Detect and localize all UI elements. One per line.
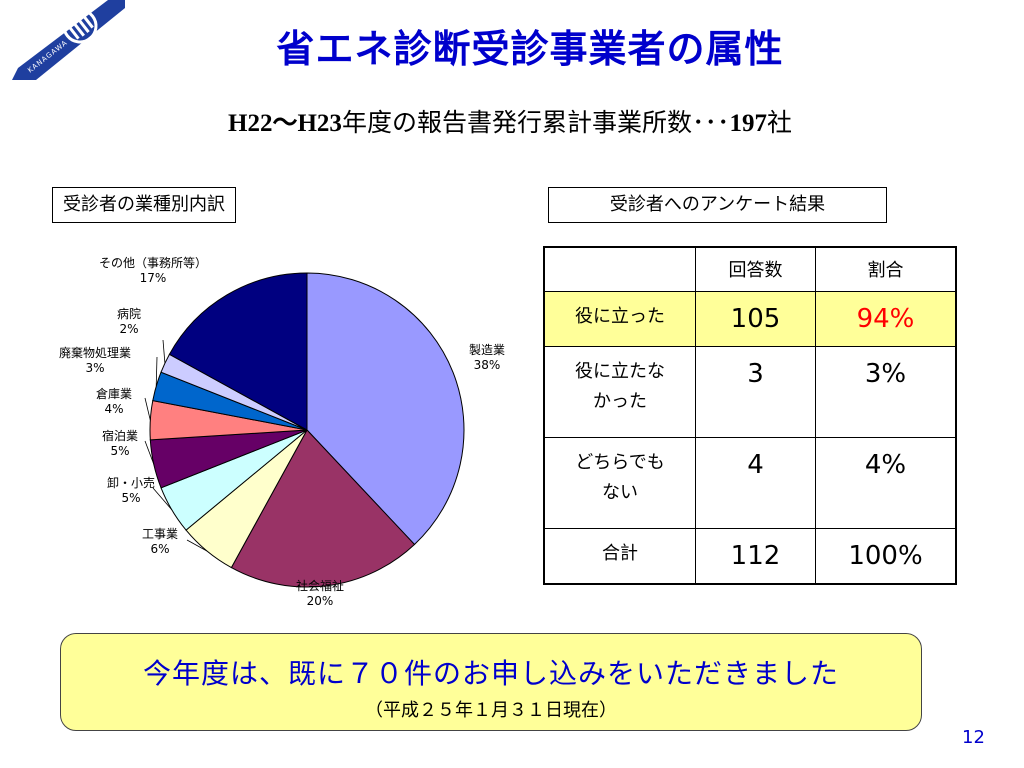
subtitle-unit: 社 — [766, 108, 792, 137]
pie-category-label: 倉庫業 — [96, 386, 132, 401]
pie-leader-lines — [144, 339, 208, 552]
row-label-line: 役に立った — [575, 306, 665, 327]
notice-main-text: 今年度は、既に７０件のお申し込みをいただきました — [142, 657, 839, 690]
pie-leader-line — [144, 440, 155, 465]
pie-slice-9 — [168, 272, 308, 431]
pie-category-label: 病院 — [117, 306, 141, 321]
row-label-line: 役に立たな — [575, 361, 665, 383]
pie-value-label: 4% — [104, 402, 123, 416]
table-header-count: 回答数 — [695, 246, 816, 292]
row-label-line: かった — [593, 391, 647, 413]
kanagawa-logo: KANAGAWA — [0, 0, 125, 90]
table-row: 合計 112 100% — [543, 527, 957, 585]
pie-leader-line — [152, 487, 173, 511]
row-ratio: 3% — [815, 346, 957, 438]
pie-value-label: 3% — [85, 361, 104, 375]
pie-category-label: 工事業 — [142, 527, 178, 541]
page-subtitle: H22～H23年度の報告書発行累計事業所数･･･197社 — [60, 103, 960, 139]
table-header-blank — [543, 246, 696, 292]
pie-category-label: 製造業 — [469, 343, 505, 357]
table-header-ratio: 割合 — [815, 246, 957, 292]
row-label-line: どちらでも — [575, 451, 665, 473]
table-row: 役に立たなかった 3 3% — [543, 346, 957, 438]
table-header-row: 回答数 割合 — [543, 246, 957, 292]
pie-value-label: 2% — [119, 322, 138, 336]
survey-section-label: 受診者へのアンケート結果 — [548, 187, 887, 223]
pie-category-label: 廃棄物処理業 — [59, 345, 131, 360]
row-count: 4 — [695, 436, 816, 529]
page-title: 省エネ診断受診事業者の属性 — [276, 27, 784, 71]
pie-value-label: 5% — [110, 444, 129, 458]
row-label: 役に立たな かった — [543, 346, 696, 438]
pie-value-label: 17% — [140, 271, 167, 285]
pie-category-label: 社会福祉 — [296, 578, 344, 593]
survey-table: 回答数 割合 役に立った 105 94% 役に立たなかった 3 3% どちらでも… — [543, 246, 957, 585]
row-count: 112 — [695, 527, 816, 585]
table-row: どちらでもない 4 4% — [543, 436, 957, 529]
row-ratio: 4% — [815, 436, 957, 529]
pie-category-label: その他（事務所等） — [99, 256, 207, 270]
row-label: どちらでも ない — [543, 436, 696, 529]
pie-value-label: 5% — [121, 491, 140, 505]
pie-category-label: 卸・小売 — [107, 475, 155, 490]
pie-leader-line — [155, 356, 158, 387]
row-label: 役に立った — [543, 290, 696, 348]
subtitle-text: 年度の報告書発行累計事業所数･･･ — [341, 108, 730, 137]
row-count: 105 — [695, 290, 816, 348]
pie-value-label: 20% — [307, 594, 334, 608]
pie-slices — [149, 272, 465, 588]
subtitle-count: 197 — [729, 110, 767, 137]
pie-value-label: 38% — [474, 358, 501, 372]
row-label-line: ない — [602, 481, 638, 503]
emblem-icon — [62, 8, 98, 44]
pie-slice-2 — [230, 429, 416, 588]
pie-value-label: 6% — [150, 542, 169, 556]
pie-leader-line — [162, 339, 166, 364]
notice-date-text: （平成２５年１月３１日現在） — [365, 700, 617, 721]
row-count: 3 — [695, 346, 816, 438]
pie-slice-1 — [306, 272, 465, 546]
pie-labels: 製造業38%社会福祉20%工事業6%卸・小売5%宿泊業5%倉庫業4%廃棄物処理業… — [59, 256, 505, 608]
subtitle-period: H22～H23 — [228, 110, 342, 137]
pie-section-label: 受診者の業種別内訳 — [52, 187, 236, 223]
pie-category-label: 宿泊業 — [102, 428, 138, 443]
pie-leader-line — [186, 539, 208, 552]
pie-leader-line — [144, 397, 151, 421]
table-row: 役に立った 105 94% — [543, 290, 957, 348]
row-ratio: 94% — [815, 290, 957, 348]
industry-pie-chart: 製造業38%社会福祉20%工事業6%卸・小売5%宿泊業5%倉庫業4%廃棄物処理業… — [59, 256, 505, 608]
row-label: 合計 — [543, 527, 696, 585]
notice-box: 今年度は、既に７０件のお申し込みをいただきました （平成２５年１月３１日現在） — [60, 633, 922, 731]
row-label-line: 合計 — [602, 542, 638, 564]
row-ratio: 100% — [815, 527, 957, 585]
page-number: 12 — [962, 727, 985, 748]
